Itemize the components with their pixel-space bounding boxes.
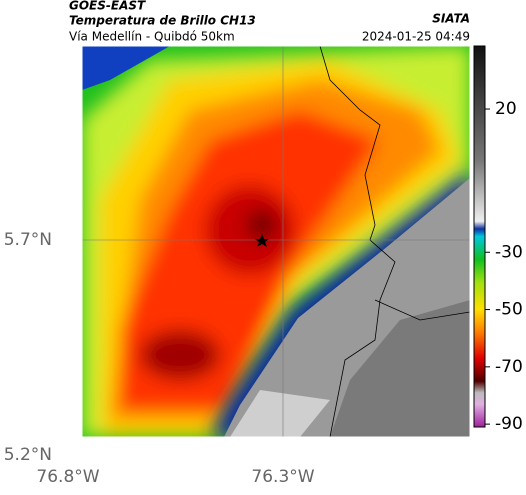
brand: SIATA — [432, 12, 470, 26]
colorbar-tick-label: -30 — [495, 242, 523, 262]
title: Temperatura de Brillo CH13 — [69, 14, 256, 28]
timestamp: 2024-01-25 04:49 — [362, 30, 470, 44]
colorbar — [473, 45, 486, 428]
colorbar-tick-label: -50 — [495, 300, 523, 320]
colorbar-tick-label: 20 — [495, 99, 517, 119]
lat-tick-label: 5.7°N — [4, 230, 52, 250]
lon-tick-label: 76.3°W — [251, 467, 314, 487]
satellite-image — [82, 46, 470, 437]
location-star — [255, 234, 269, 247]
colorbar-tick-label: -70 — [495, 357, 523, 377]
route: Vía Medellín - Quibdó 50km — [69, 30, 235, 44]
lon-tick-label: 76.8°W — [36, 467, 99, 487]
map-frame — [81, 45, 471, 438]
source: GOES-EAST — [69, 0, 146, 13]
colorbar-tick-label: -90 — [495, 414, 523, 434]
lat-tick-label: 5.2°N — [4, 445, 52, 465]
